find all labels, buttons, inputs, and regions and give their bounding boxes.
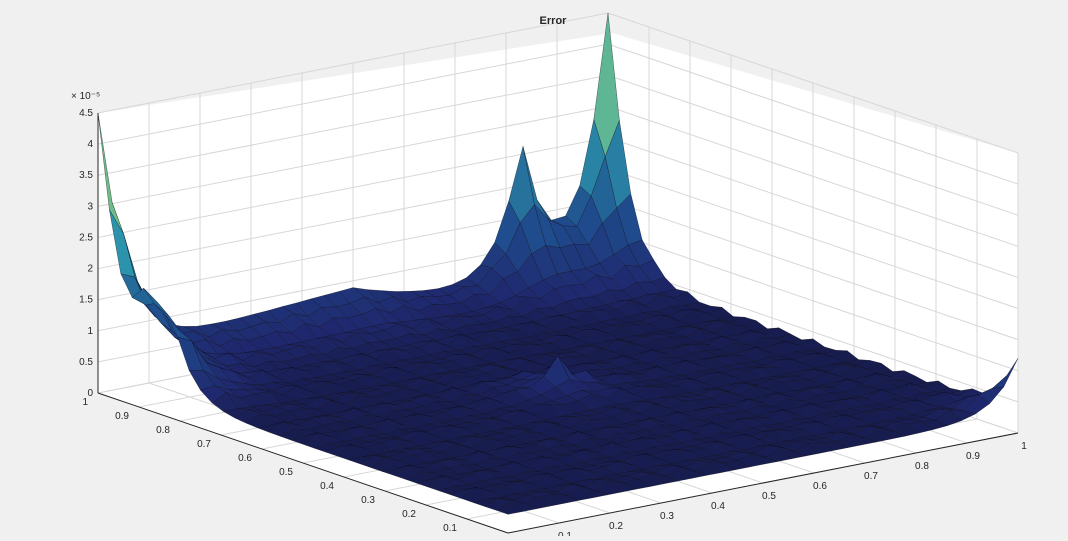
surface-patch: [496, 500, 523, 515]
z-tick-label: 3.5: [79, 170, 93, 181]
y-tick-label: 0.5: [279, 467, 293, 478]
side-wall-grid-line: [607, 12, 1019, 154]
error-surface: [97, 12, 1019, 515]
z-tick-label: 3: [87, 201, 93, 212]
side-wall-grid-line: [607, 199, 1019, 341]
y-tick-label: 0.2: [402, 509, 416, 520]
tick-labels: 00.10.20.30.40.50.60.70.80.9100.10.20.30…: [71, 91, 1027, 541]
x-tick-label: 0.4: [711, 501, 725, 512]
z-tick-label: 2.5: [79, 232, 93, 243]
side-wall-grid-line: [607, 230, 1019, 372]
y-tick-label: 0.9: [115, 411, 129, 422]
side-wall-grid-line: [607, 261, 1019, 403]
x-tick-label: 0.1: [558, 531, 572, 536]
x-tick-label: 0.3: [660, 511, 674, 522]
x-tick-label: 1: [1021, 441, 1027, 452]
y-tick-label: 0.4: [320, 481, 334, 492]
back-wall-grid-line: [97, 74, 609, 176]
z-tick-label: 2: [87, 264, 93, 275]
z-tick-label: 0.5: [79, 357, 93, 368]
z-exponent-label: × 10⁻⁵: [71, 91, 100, 102]
y-tick-label: 0.8: [156, 425, 170, 436]
y-tick-label: 0.7: [197, 439, 211, 450]
chart-title: Error: [540, 15, 568, 27]
side-wall-grid-line: [607, 136, 1019, 278]
x-tick-label: 0.2: [609, 521, 623, 532]
side-wall-grid-line: [607, 74, 1019, 216]
side-wall-grid-line: [607, 168, 1019, 310]
x-tick-label: 0.9: [966, 451, 980, 462]
back-wall-grid-line: [97, 12, 609, 114]
x-tick-label: 0.7: [864, 471, 878, 482]
z-tick-label: 1: [87, 326, 93, 337]
z-tick-label: 4.5: [79, 108, 93, 119]
y-tick-label: 0.1: [443, 523, 457, 534]
back-wall-grid-line: [97, 43, 609, 145]
y-tick-label: 1: [82, 397, 88, 408]
z-tick-label: 4: [87, 139, 93, 150]
axes: [97, 113, 1019, 534]
x-tick-label: 0.8: [915, 461, 929, 472]
y-tick-label: 0.3: [361, 495, 375, 506]
z-tick-label: 0: [87, 388, 93, 399]
x-tick-label: 0.6: [813, 481, 827, 492]
y-axis: [97, 392, 509, 534]
x-axis: [507, 432, 1019, 534]
y-tick-label: 0.6: [238, 453, 252, 464]
side-wall-grid-line: [607, 43, 1019, 185]
x-tick-label: 0.5: [762, 491, 776, 502]
back-wall-grid-line: [97, 105, 609, 207]
z-tick-label: 1.5: [79, 295, 93, 306]
side-wall-grid-line: [607, 105, 1019, 247]
